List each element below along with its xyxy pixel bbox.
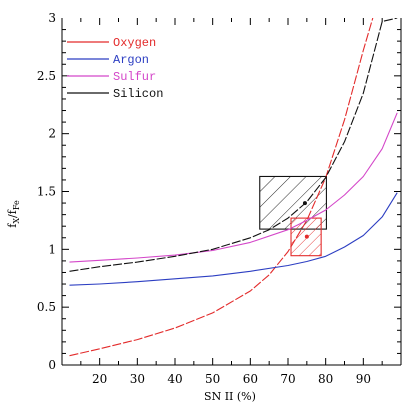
y-tick-label: 2.5: [37, 69, 56, 83]
x-axis-label: SN II (%): [204, 390, 256, 403]
x-tick-label: 60: [243, 372, 258, 386]
y-axis-label: fX/fFe: [6, 200, 21, 228]
legend-label-sulfur: Sulfur: [113, 70, 156, 84]
y-tick-label: 1: [48, 242, 56, 256]
legend: Oxygen Argon Sulfur Silicon: [67, 36, 163, 101]
y-tick-label: 3: [48, 11, 56, 25]
uncertainty-boxes: [259, 175, 327, 257]
series-lines: [69, 18, 398, 357]
series-line-sulfur: [69, 112, 398, 263]
series-line-oxygen: [69, 18, 374, 357]
legend-label-silicon: Silicon: [113, 87, 163, 101]
y-tick-label: 1.5: [37, 185, 56, 199]
x-tick-label: 70: [280, 372, 295, 386]
legend-label-argon: Argon: [113, 53, 149, 67]
point-oxygen: [304, 234, 309, 239]
best-fit-points: [302, 201, 309, 239]
series-line-silicon: [69, 18, 398, 272]
tick-marks: 20 30 40 50 60 70 80 90 0 0.5 1 1.5 2 2.5 3: [37, 11, 401, 386]
x-tick-label: 50: [205, 372, 220, 386]
x-tick-label: 40: [167, 372, 182, 386]
y-tick-label: 0: [48, 358, 56, 372]
point-silicon: [302, 201, 307, 206]
series-line-argon: [69, 192, 398, 286]
x-tick-label: 80: [318, 372, 333, 386]
x-tick-label: 30: [130, 372, 145, 386]
y-tick-label: 0.5: [37, 300, 56, 314]
y-tick-label: 2: [48, 127, 56, 141]
x-tick-label: 20: [92, 372, 107, 386]
x-tick-label: 90: [356, 372, 371, 386]
legend-label-oxygen: Oxygen: [113, 36, 156, 50]
